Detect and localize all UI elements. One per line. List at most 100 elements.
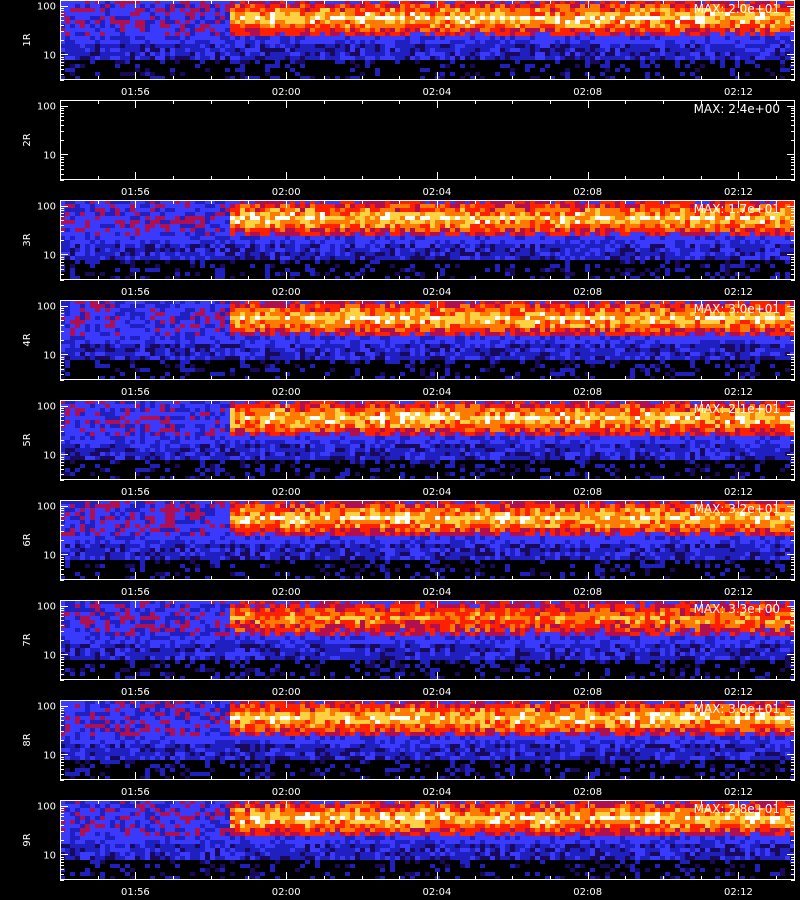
heatmap-cell [90, 40, 95, 44]
heatmap-cell [150, 256, 155, 260]
heatmap-cell [530, 276, 535, 280]
heatmap-cell [120, 248, 125, 252]
heatmap-cell [280, 252, 285, 256]
heatmap-cell [630, 44, 635, 48]
heatmap-cell [165, 20, 170, 24]
heatmap-cell [465, 48, 470, 52]
heatmap-cell [355, 24, 360, 28]
heatmap-cell [215, 40, 220, 44]
heatmap-cell [570, 12, 575, 16]
heatmap-cell [205, 236, 210, 240]
heatmap-cell [170, 68, 175, 72]
heatmap-cell [390, 4, 395, 8]
heatmap-cell [75, 64, 80, 68]
heatmap-cell [475, 248, 480, 252]
heatmap-cell [615, 28, 620, 32]
heatmap-cell [205, 200, 210, 204]
heatmap-cell [150, 32, 155, 36]
heatmap-cell [85, 24, 90, 28]
heatmap-cell [185, 40, 190, 44]
heatmap-cell [135, 268, 140, 272]
heatmap-cell [420, 68, 425, 72]
heatmap-cell [565, 224, 570, 228]
heatmap-cell [375, 244, 380, 248]
heatmap-cell [770, 204, 775, 208]
heatmap-cell [320, 220, 325, 224]
heatmap-cell [470, 28, 475, 32]
heatmap-cell [290, 12, 295, 16]
heatmap-cell [420, 16, 425, 20]
heatmap-cell [165, 16, 170, 20]
heatmap-cell [445, 52, 450, 56]
heatmap-cell [755, 228, 760, 232]
heatmap-cell [145, 216, 150, 220]
heatmap-cell [635, 52, 640, 56]
heatmap-cell [685, 220, 690, 224]
heatmap-cell [125, 240, 130, 244]
heatmap-cell [240, 32, 245, 36]
heatmap-cell [350, 204, 355, 208]
heatmap-cell [610, 208, 615, 212]
heatmap-cell [360, 248, 365, 252]
heatmap-cell [575, 28, 580, 32]
heatmap-cell [240, 236, 245, 240]
heatmap-cell [615, 252, 620, 256]
heatmap-cell [635, 248, 640, 252]
heatmap-cell [435, 52, 440, 56]
heatmap-cell [290, 248, 295, 252]
heatmap-cell [85, 208, 90, 212]
heatmap-cell [135, 40, 140, 44]
heatmap-cell [330, 220, 335, 224]
heatmap-cell [60, 228, 65, 232]
heatmap-cell [515, 244, 520, 248]
heatmap-cell [340, 200, 345, 204]
heatmap-cell [190, 56, 195, 60]
heatmap-cell [100, 252, 105, 256]
heatmap-cell [785, 20, 790, 24]
heatmap-cell [185, 236, 190, 240]
heatmap-cell [470, 224, 475, 228]
heatmap-cell [235, 248, 240, 252]
heatmap-cell [105, 56, 110, 60]
heatmap-cell [295, 260, 300, 264]
heatmap-cell [655, 244, 660, 248]
heatmap-cell [95, 20, 100, 24]
heatmap-cell [185, 272, 190, 276]
heatmap-cell [595, 240, 600, 244]
heatmap-cell [660, 12, 665, 16]
heatmap-cell [100, 200, 105, 204]
heatmap-cell [380, 8, 385, 12]
heatmap-cell [160, 208, 165, 212]
heatmap-cell [480, 0, 485, 4]
heatmap-cell [285, 240, 290, 244]
heatmap-cell [625, 24, 630, 28]
heatmap-cell [190, 248, 195, 252]
heatmap-cell [515, 208, 520, 212]
heatmap-cell [155, 204, 160, 208]
heatmap-cell [225, 24, 230, 28]
heatmap-cell [385, 228, 390, 232]
heatmap-cell [315, 256, 320, 260]
heatmap-cell [615, 204, 620, 208]
heatmap-cell [75, 8, 80, 12]
heatmap-cell [705, 56, 710, 60]
heatmap-cell [370, 44, 375, 48]
heatmap-cell [520, 12, 525, 16]
heatmap-cell [710, 256, 715, 260]
heatmap-cell [165, 28, 170, 32]
heatmap-cell [685, 208, 690, 212]
heatmap-cell [175, 216, 180, 220]
heatmap-cell [355, 224, 360, 228]
heatmap-cell [760, 44, 765, 48]
heatmap-cell [85, 204, 90, 208]
heatmap-cell [225, 204, 230, 208]
heatmap-cell [640, 4, 645, 8]
heatmap-cell [640, 64, 645, 68]
heatmap-cell [130, 272, 135, 276]
heatmap-cell [415, 8, 420, 12]
heatmap-cell [210, 12, 215, 16]
heatmap-cell [95, 208, 100, 212]
heatmap-cell [340, 236, 345, 240]
heatmap-cell [70, 236, 75, 240]
heatmap-cell [720, 200, 725, 204]
